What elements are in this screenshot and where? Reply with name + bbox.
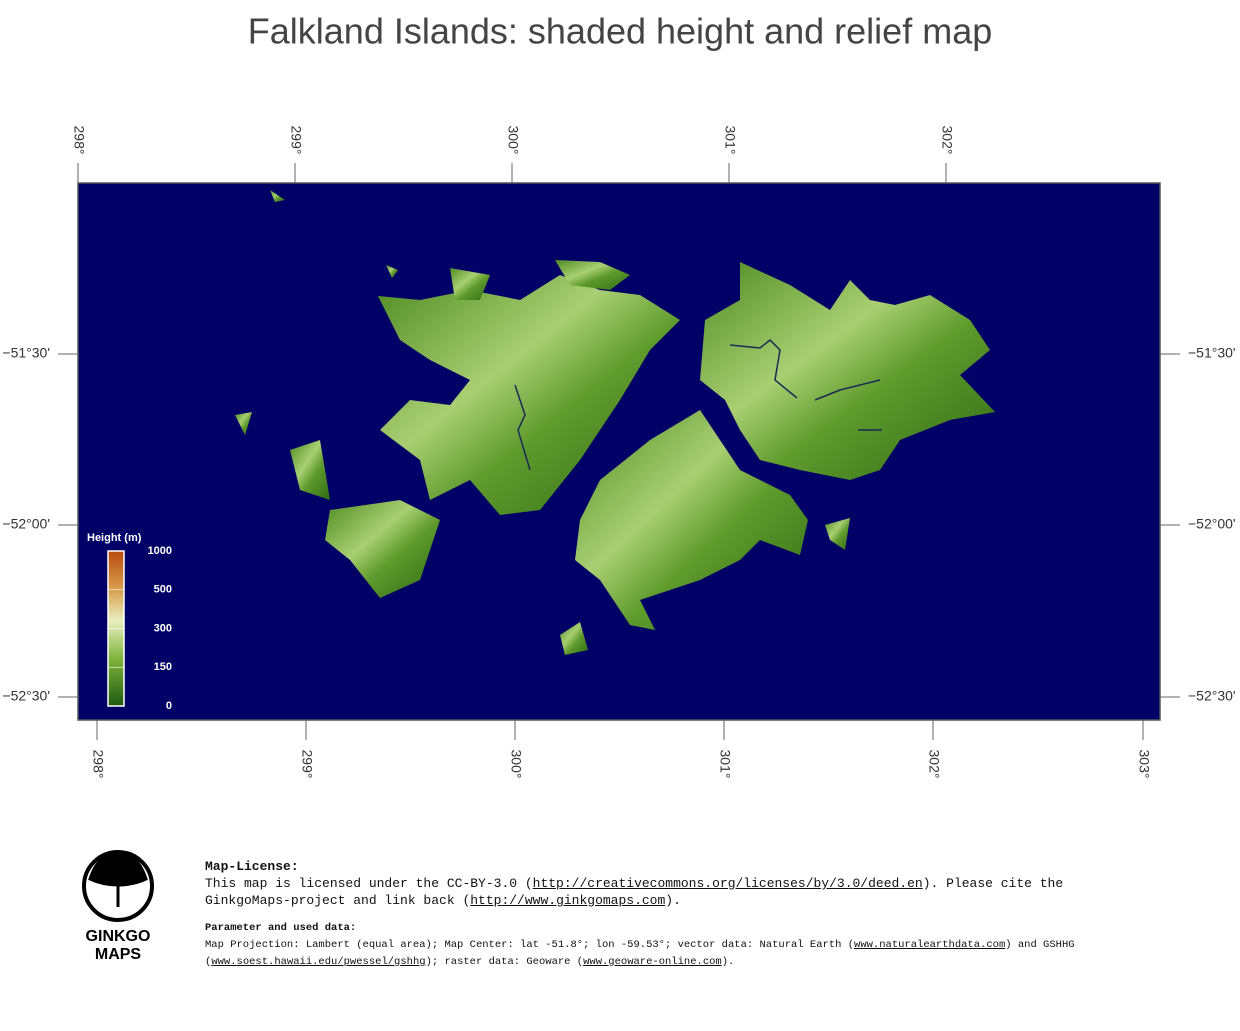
logo-ring [82, 850, 154, 922]
legend-tick-label: 0 [166, 700, 172, 712]
text: ). [665, 893, 681, 908]
license-text: This map is licensed under the CC-BY-3.0… [205, 875, 1125, 909]
parameters: Parameter and used data: Map Projection:… [205, 920, 1135, 971]
lon-label: 298° [71, 126, 87, 155]
lat-label: −52°00' [2, 516, 50, 532]
lon-label: 301° [722, 126, 738, 155]
island [235, 412, 252, 435]
license-heading: Map-License: [205, 859, 299, 874]
text: ) and GSHHG ( [205, 939, 1075, 968]
island [825, 518, 850, 550]
link[interactable]: www.naturalearthdata.com [854, 939, 1006, 951]
island [325, 500, 440, 598]
link[interactable]: www.soest.hawaii.edu/pwessel/gshhg [211, 956, 426, 968]
island [555, 260, 630, 290]
legend-tick-label: 150 [154, 661, 172, 673]
rivers [514, 338, 882, 471]
lon-label: 302° [939, 126, 955, 155]
parameters-heading: Parameter and used data: [205, 922, 357, 934]
text: ); raster data: Geoware ( [425, 956, 584, 968]
legend-tick-label: 300 [154, 622, 172, 634]
link[interactable]: http://www.ginkgomaps.com [470, 893, 666, 908]
link[interactable]: www.geoware-online.com [583, 956, 722, 968]
legend-ticks: 1000 500 300 150 0 [108, 545, 172, 712]
lon-label: 301° [717, 750, 733, 779]
lon-label: 300° [505, 126, 521, 155]
river [814, 379, 881, 401]
lat-label: −52°30' [1188, 688, 1236, 704]
parameters-text: Map Projection: Lambert (equal area); Ma… [205, 937, 1135, 971]
text: Map Projection: Lambert (equal area); Ma… [205, 939, 855, 951]
lat-label: −51°30' [1188, 345, 1236, 361]
legend-title: Height (m) [87, 532, 142, 544]
logo-text: MAPS [95, 946, 142, 963]
east-falkland-lafonia [575, 410, 808, 630]
lat-label: −52°30' [2, 688, 50, 704]
island [290, 440, 330, 500]
text: ). Please cite the GinkgoMaps-project an… [205, 876, 1064, 908]
west-falkland [378, 275, 680, 515]
map-title: Falkland Islands: shaded height and reli… [248, 11, 992, 52]
logo-leaf [88, 853, 148, 907]
legend-tick-label: 500 [154, 584, 172, 596]
island [560, 622, 588, 655]
lon-label: 303° [1136, 750, 1152, 779]
logo: GINKGO MAPS [82, 850, 154, 963]
axes: 298° 299° 300° 301° 302° 298° 299° 300° 301° 302°… [2, 126, 1235, 779]
link[interactable]: http://creativecommons.org/licenses/by/3… [532, 876, 923, 891]
river [514, 384, 531, 471]
island [450, 268, 490, 300]
east-falkland-north [700, 262, 995, 480]
lon-label: 299° [288, 126, 304, 155]
text: This map is licensed under the CC-BY-3.0… [205, 876, 533, 891]
license: Map-License: This map is licensed under … [205, 858, 1125, 909]
logo-text: GINKGO [86, 928, 151, 945]
lat-label: −51°30' [2, 345, 50, 361]
lon-label: 298° [90, 750, 106, 779]
islands [235, 190, 995, 655]
lon-label: 299° [299, 750, 315, 779]
lon-label: 302° [926, 750, 942, 779]
island [386, 265, 398, 278]
sea [77, 182, 1161, 721]
lon-label: 300° [508, 750, 524, 779]
map-figure: Falkland Islands: shaded height and reli… [2, 11, 1235, 779]
river [729, 338, 798, 399]
lat-label: −52°00' [1188, 516, 1236, 532]
island [270, 190, 285, 202]
text: ). [721, 956, 735, 968]
legend-tick-label: 1000 [148, 545, 172, 557]
